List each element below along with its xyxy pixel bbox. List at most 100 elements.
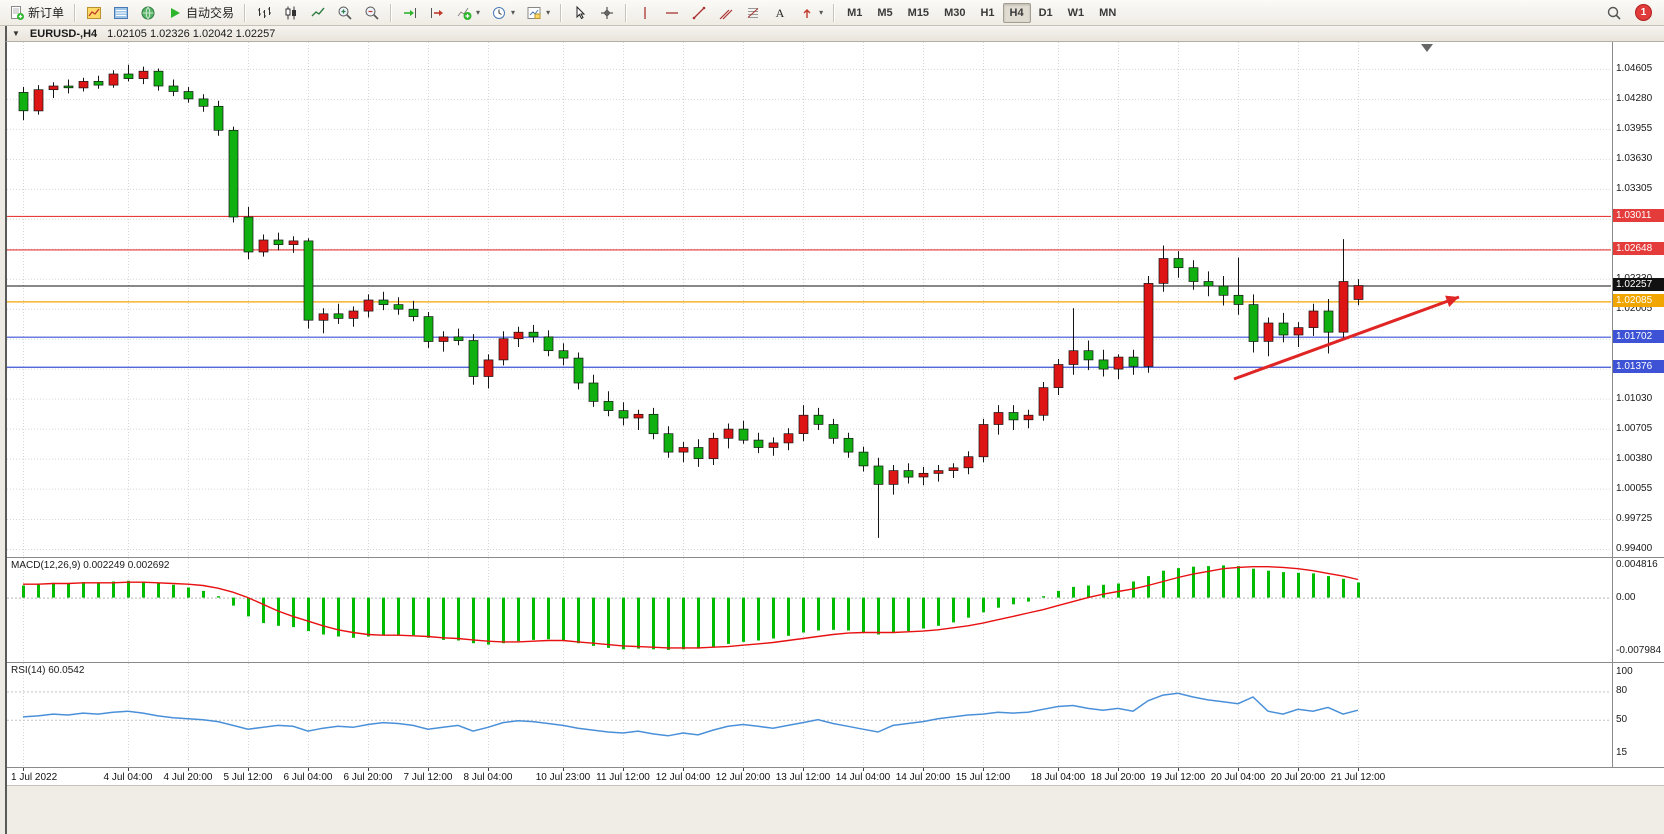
- level-price-tag: 1.03011: [1613, 208, 1664, 222]
- toolbar-separator: [560, 3, 563, 22]
- candles: [18, 64, 1364, 538]
- template-icon: [527, 6, 541, 19]
- rsi-indicator-pane[interactable]: RSI(14) 60.0542: [7, 663, 1611, 767]
- periods-button[interactable]: ▾: [486, 2, 520, 24]
- timeframe-button-h1[interactable]: H1: [973, 3, 1001, 23]
- auto-trading-label: 自动交易: [186, 6, 235, 20]
- timeframe-button-m5[interactable]: M5: [870, 3, 899, 23]
- time-axis-label: 20 Jul 20:00: [1270, 772, 1326, 783]
- dropdown-arrow-icon: ▾: [546, 7, 551, 17]
- trend-arrow[interactable]: [1233, 295, 1460, 381]
- timeframe-button-m15[interactable]: M15: [901, 3, 936, 23]
- dropdown-arrow-icon: ▾: [476, 7, 481, 17]
- collapse-icon[interactable]: ▼: [12, 29, 20, 38]
- time-axis[interactable]: 1 Jul 2022 4 Jul 04:00 4 Jul 20:00 5 Jul 12…: [7, 768, 1664, 785]
- cursor-tool-button[interactable]: [567, 2, 593, 24]
- price-axis-label: 1.04605: [1616, 62, 1653, 74]
- chart-shift-button[interactable]: [424, 2, 450, 24]
- horizontal-line-tool-button[interactable]: [659, 2, 685, 24]
- data-window-button[interactable]: [108, 2, 134, 24]
- auto-scroll-button[interactable]: [397, 2, 423, 24]
- macd-indicator-pane[interactable]: MACD(12,26,9) 0.002249 0.002692: [7, 558, 1611, 662]
- channel-tool-button[interactable]: [713, 2, 739, 24]
- timeframe-button-w1[interactable]: W1: [1061, 3, 1092, 23]
- window-bottom-area: [7, 785, 1664, 834]
- crosshair-tool-button[interactable]: [594, 2, 620, 24]
- candlestick-mode-button[interactable]: [278, 2, 304, 24]
- vertical-line-tool-button[interactable]: [632, 2, 658, 24]
- time-axis-label: 5 Jul 12:00: [223, 772, 273, 783]
- pane-divider[interactable]: [7, 767, 1664, 768]
- toolbar-separator: [833, 3, 836, 22]
- toolbar-separator: [74, 3, 77, 22]
- bar-chart-mode-button[interactable]: [251, 2, 277, 24]
- price-axis-label: 0.99725: [1616, 513, 1653, 524]
- svg-text:A: A: [776, 6, 785, 20]
- bid-price-tag: 1.02257: [1613, 278, 1664, 292]
- price-axis[interactable]: 1.046051.042801.039551.036301.033051.029…: [1612, 42, 1664, 768]
- rsi-label: RSI(14) 60.0542: [11, 665, 85, 676]
- time-axis-label: 6 Jul 04:00: [283, 772, 333, 783]
- chart-shift-icon: [431, 7, 444, 18]
- zoom-out-icon: [365, 6, 379, 20]
- time-axis-label: 19 Jul 12:00: [1150, 772, 1206, 783]
- chart-title: EURUSD-,H4: [29, 27, 98, 40]
- search-button[interactable]: [1601, 2, 1627, 24]
- timeframe-button-h4[interactable]: H4: [1002, 2, 1031, 23]
- zoom-in-button[interactable]: [332, 2, 358, 24]
- rsi-axis-label: 15: [1616, 746, 1628, 758]
- timeframe-button-d1[interactable]: D1: [1032, 3, 1060, 23]
- macd-axis-label: -0.007984: [1616, 645, 1662, 657]
- time-tick: [368, 768, 369, 771]
- arrow-object-icon: [803, 8, 811, 18]
- trendline-tool-button[interactable]: [686, 2, 712, 24]
- arrows-tool-button[interactable]: ▾: [794, 2, 828, 24]
- new-order-button[interactable]: 新订单: [4, 2, 69, 24]
- fibonacci-tool-button[interactable]: [740, 2, 766, 24]
- zoom-out-button[interactable]: [359, 2, 385, 24]
- price-axis-label: 1.00705: [1616, 422, 1653, 434]
- time-axis-label: 1 Jul 2022: [11, 772, 58, 783]
- price-axis-label: 1.00055: [1616, 482, 1653, 494]
- timeframe-button-m1[interactable]: M1: [840, 3, 869, 23]
- data-window-icon: [114, 6, 129, 19]
- chart-shift-marker[interactable]: [1421, 44, 1433, 52]
- pane-divider[interactable]: [7, 662, 1664, 663]
- line-chart-mode-button[interactable]: [305, 2, 331, 24]
- macd-histogram: [22, 565, 1360, 650]
- price-axis-label: 1.02330: [1613, 273, 1664, 285]
- templates-button[interactable]: ▾: [521, 2, 555, 24]
- new-order-label: 新订单: [28, 6, 65, 20]
- time-axis-label: 10 Jul 23:00: [535, 772, 591, 783]
- macd-axis-label: 0.004816: [1616, 559, 1658, 571]
- text-tool-button[interactable]: A: [767, 2, 793, 24]
- notification-badge[interactable]: 1: [1635, 4, 1652, 21]
- vertical-grid: [23, 558, 1359, 662]
- vertical-line-icon: [644, 6, 646, 19]
- time-axis-label: 14 Jul 04:00: [835, 772, 891, 783]
- toolbar-separator: [625, 3, 628, 22]
- chart-ohlc-values: 1.02105 1.02326 1.02042 1.02257: [107, 27, 276, 40]
- price-axis-label: 1.00380: [1616, 452, 1653, 464]
- bar-chart-icon: [258, 6, 272, 18]
- text-icon: A: [776, 6, 785, 20]
- candlestick-chart-pane[interactable]: [7, 42, 1611, 557]
- time-tick: [1058, 768, 1059, 771]
- time-tick: [743, 768, 744, 771]
- search-icon: [1607, 6, 1621, 20]
- indicators-button[interactable]: ▾: [451, 2, 485, 24]
- price-axis-label: 1.03955: [1616, 122, 1653, 134]
- pane-divider[interactable]: [7, 557, 1664, 558]
- time-axis-label: 7 Jul 12:00: [403, 772, 453, 783]
- timeframe-button-m30[interactable]: M30: [937, 3, 972, 23]
- time-tick: [983, 768, 984, 771]
- auto-trading-button[interactable]: 自动交易: [162, 2, 239, 24]
- cursor-icon: [576, 5, 586, 19]
- timeframe-button-mn[interactable]: MN: [1092, 3, 1123, 23]
- rsi-axis-label: 80: [1616, 685, 1628, 697]
- navigator-button[interactable]: [135, 2, 161, 24]
- time-tick: [1118, 768, 1119, 771]
- price-axis-label: 0.99400: [1616, 542, 1653, 554]
- market-watch-button[interactable]: [81, 2, 107, 24]
- fibonacci-icon: [747, 7, 759, 18]
